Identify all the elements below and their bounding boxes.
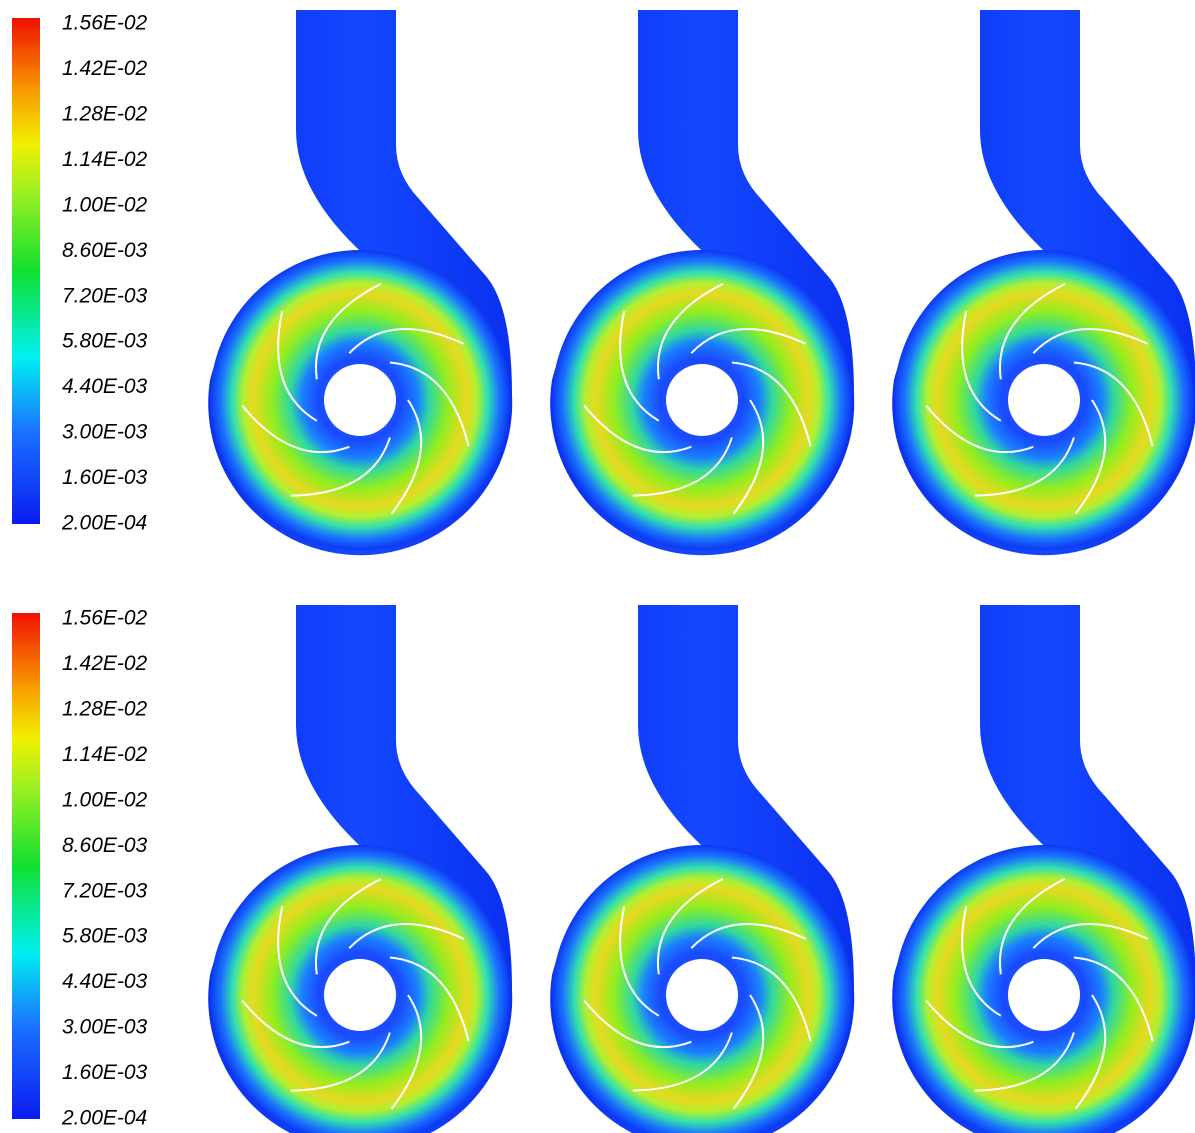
- legend-label: 1.42E-02: [62, 652, 148, 675]
- legend-label: 3.00E-03: [62, 1016, 148, 1039]
- legend-label: 7.20E-03: [62, 284, 148, 307]
- legend-label: 1.60E-03: [62, 466, 148, 489]
- legend-label: 1.56E-02: [62, 12, 148, 35]
- legend-label: 1.42E-02: [62, 57, 148, 80]
- panels: 1.56E-02 1.42E-02 1.28E-02 1.14E-02 1.00E-02…: [12, 9, 1195, 1133]
- contour-plot: [891, 9, 1195, 557]
- legend-label: 1.00E-02: [62, 788, 148, 811]
- legend-label: 1.28E-02: [62, 102, 148, 125]
- legend-label: 3.00E-03: [62, 421, 148, 444]
- legend-label: 1.28E-02: [62, 697, 148, 720]
- legend-label: 1.60E-03: [62, 1061, 148, 1084]
- legend-label: 2.00E-04: [61, 512, 147, 535]
- legend-label: 4.40E-03: [62, 970, 148, 993]
- legend-label: 8.60E-03: [62, 239, 148, 262]
- legend-label: 1.56E-02: [62, 607, 148, 630]
- legend-label: 5.80E-03: [62, 330, 148, 353]
- legend-label: 5.80E-03: [62, 925, 148, 948]
- color-bar: [12, 613, 40, 1119]
- color-bar: [12, 18, 40, 524]
- contour-plot: [549, 9, 856, 557]
- contour-plot: [207, 9, 514, 557]
- panel: 1.56E-02 1.42E-02 1.28E-02 1.14E-02 1.00E-02…: [12, 604, 1195, 1133]
- legend-label: 2.00E-04: [61, 1107, 147, 1130]
- contour-plot: [891, 604, 1195, 1133]
- legend-label: 8.60E-03: [62, 834, 148, 857]
- legend-label: 1.00E-02: [62, 193, 148, 216]
- legend-label: 7.20E-03: [62, 879, 148, 902]
- contour-plot: [549, 604, 856, 1133]
- legend-label: 1.14E-02: [62, 743, 148, 766]
- panel: 1.56E-02 1.42E-02 1.28E-02 1.14E-02 1.00E-02…: [12, 9, 1195, 557]
- legend-label: 4.40E-03: [62, 375, 148, 398]
- legend-label: 1.14E-02: [62, 148, 148, 171]
- contour-plot: [207, 604, 514, 1133]
